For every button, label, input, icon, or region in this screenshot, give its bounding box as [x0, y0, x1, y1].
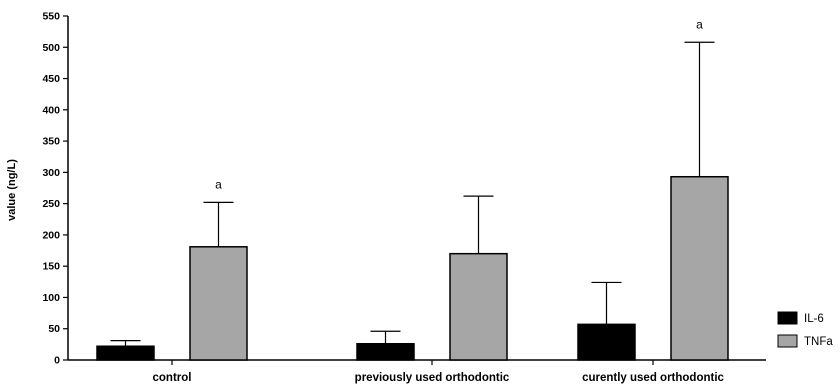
legend: IL-6 TNFa	[777, 311, 833, 348]
y-tick-label: 400	[42, 104, 60, 116]
significance-label: a	[696, 17, 703, 31]
bar-il-6	[356, 342, 415, 361]
legend-swatch-tnfa	[777, 334, 798, 348]
plot-area: 0 50 100 150 200 250 300 350 400 450 500 550 a a contr…	[42, 11, 766, 384]
legend-label: TNFa	[804, 336, 833, 348]
x-tick-label: curently used orthodontic	[582, 372, 724, 384]
bar-tnfa	[670, 175, 729, 361]
significance-label: a	[215, 177, 222, 191]
y-tick-label: 100	[42, 292, 60, 304]
bar-il-6	[96, 345, 155, 361]
y-tick-label: 150	[42, 261, 60, 273]
y-tick-label: 200	[42, 229, 60, 241]
bar-tnfa	[449, 252, 508, 361]
x-tick-label: control	[153, 372, 192, 384]
y-tick-label: 550	[42, 11, 60, 23]
legend-label: IL-6	[804, 313, 824, 325]
legend-swatch-il-6	[777, 311, 798, 325]
bar-tnfa	[189, 246, 248, 361]
y-tick-label: 0	[54, 355, 60, 367]
y-tick-label: 350	[42, 136, 60, 148]
y-tick-label: 250	[42, 198, 60, 210]
bar-il-6	[577, 323, 636, 361]
y-tick-label: 450	[42, 73, 60, 85]
y-axis-title: value (ng/L)	[6, 159, 18, 221]
y-tick-label: 50	[48, 323, 60, 335]
y-tick-label: 300	[42, 167, 60, 179]
y-tick-label: 500	[42, 42, 60, 54]
x-tick-label: previously used orthodontic	[355, 372, 510, 384]
